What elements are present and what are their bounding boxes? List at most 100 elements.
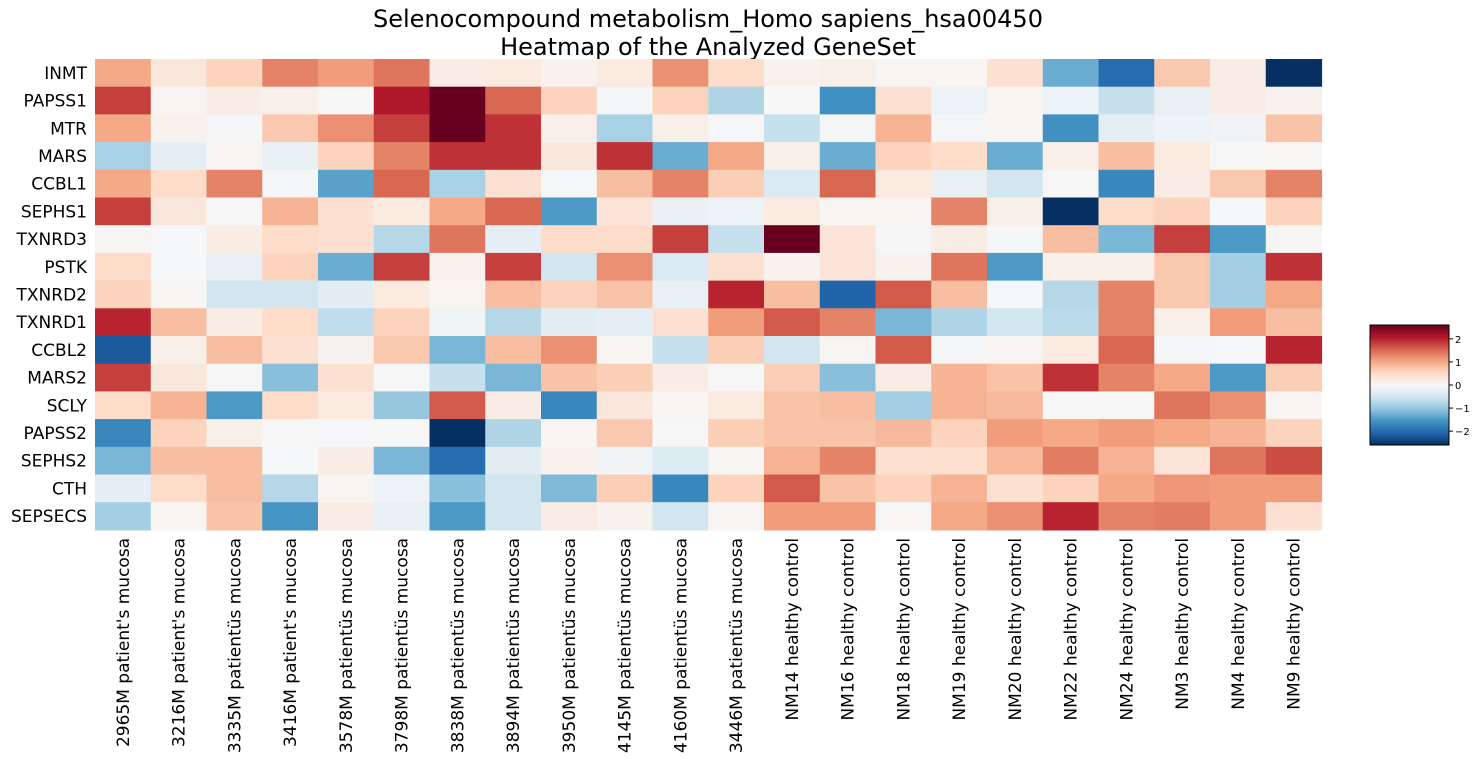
heatmap-cell [652,280,709,309]
heatmap-cell [150,252,208,282]
heatmap-cell [150,59,208,88]
heatmap-cell [764,59,821,88]
heatmap-cell [1098,86,1155,115]
heatmap-cell [429,474,486,503]
heatmap-cell [819,419,877,448]
heatmap-cell [987,252,1044,282]
heatmap-cell [819,391,877,420]
heatmap-cell [1265,114,1323,143]
heatmap-cell [708,280,765,309]
heatmap-cell [1210,169,1267,199]
heatmap-cell [485,308,542,337]
heatmap-cell [541,391,598,420]
heatmap-cell [1210,502,1267,531]
heatmap-cell [652,336,709,365]
heatmap-cell [150,280,208,309]
heatmap-cell [708,391,765,420]
heatmap-cell [1098,252,1155,282]
heatmap-cell [931,446,988,476]
heatmap-cell [1098,169,1155,199]
heatmap-cell [1042,474,1100,503]
colorbar-tick-label: −2 [1455,427,1470,438]
heatmap-cell [485,336,542,365]
heatmap-cell [541,225,598,254]
heatmap-cell [541,474,598,503]
column-label: NM16 healthy control [839,538,859,721]
heatmap-cell [541,363,598,392]
heatmap-cell [931,86,988,115]
heatmap-cell [373,197,431,226]
heatmap-cell [318,419,375,448]
heatmap-cell [206,474,263,503]
heatmap-cell [987,446,1044,476]
heatmap-cell [764,446,821,476]
heatmap-cell [373,308,431,337]
heatmap-cell [95,280,152,309]
row-label: MARS [38,147,87,167]
column-label: 3446M patientüs mucosa [727,538,747,753]
heatmap-cell [1154,169,1211,199]
heatmap-cell [262,197,319,226]
heatmap-cell [150,336,208,365]
chart-title-line2: Heatmap of the Analyzed GeneSet [500,33,916,61]
column-label: 3894M patientüs mucosa [504,538,524,753]
heatmap-cell [1265,446,1323,476]
heatmap-cell [652,391,709,420]
heatmap-cell [150,391,208,420]
heatmap-cell [541,59,598,88]
row-label: INMT [44,64,87,84]
heatmap-cell [764,280,821,309]
heatmap-cell [262,391,319,420]
column-label: 3416M patient's mucosa [281,538,301,747]
heatmap-cell [485,142,542,171]
heatmap-cell [318,336,375,365]
heatmap-cell [429,142,486,171]
heatmap-cell [206,142,263,171]
column-label: 2965M patient's mucosa [114,538,134,747]
heatmap-cell [875,474,932,503]
heatmap-cell [541,169,598,199]
column-label: 4160M patientüs mucosa [671,538,691,753]
heatmap-cell [1154,363,1211,392]
heatmap-cell [429,59,486,88]
heatmap-cell [95,446,152,476]
heatmap-cell [875,446,932,476]
row-label: SEPHS1 [21,202,87,222]
heatmap-cell [373,114,431,143]
heatmap-cell [1265,59,1323,88]
heatmap-cell [1098,363,1155,392]
heatmap-cell [1098,280,1155,309]
heatmap-cell [596,169,654,199]
heatmap-cell [373,225,431,254]
heatmap-cell [541,114,598,143]
heatmap-cell [262,225,319,254]
heatmap-cell [1098,114,1155,143]
heatmap-cell [1098,142,1155,171]
heatmap-cell [819,336,877,365]
heatmap-cell [1154,86,1211,115]
heatmap-cell [931,225,988,254]
heatmap-cell [541,252,598,282]
heatmap-cell [429,280,486,309]
heatmap-cell [541,197,598,226]
heatmap-cell [987,59,1044,88]
heatmap-cell [318,86,375,115]
heatmap-cell [318,142,375,171]
colorbar: 2 1 0 −1 −2 [1369,324,1470,446]
heatmap-cell [819,502,877,531]
heatmap-cell [373,391,431,420]
heatmap-cell [708,142,765,171]
heatmap-cell [819,142,877,171]
heatmap-cell [150,474,208,503]
heatmap-cell [1098,391,1155,420]
heatmap-cell [931,419,988,448]
heatmap-cell [764,142,821,171]
heatmap-cell [764,363,821,392]
heatmap-cell [150,363,208,392]
heatmap-cell [373,419,431,448]
heatmap-cell [708,419,765,448]
heatmap-cell [1265,169,1323,199]
heatmap-cell [1210,225,1267,254]
heatmap-cell [485,169,542,199]
heatmap-cell [1042,336,1100,365]
